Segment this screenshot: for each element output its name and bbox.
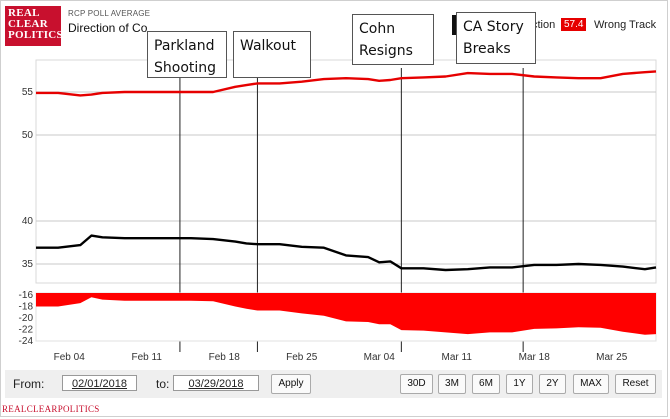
y-tick-label: 40: [22, 216, 34, 227]
annotation-line: Parkland: [154, 38, 215, 54]
legend-marker: [452, 15, 456, 35]
legend: ction 57.4 Wrong Track: [452, 15, 662, 36]
plot-area: [35, 59, 657, 284]
apply-button[interactable]: Apply: [271, 374, 311, 394]
rcp-logo[interactable]: REAL CLEAR POLITICS: [5, 6, 63, 46]
y-tick-label: 50: [22, 130, 34, 141]
annotation-parkland-shooting: Parkland Shooting: [147, 31, 227, 78]
wrong-track-value-badge: 57.4: [561, 18, 587, 31]
legend-right-direction-fragment: ction: [532, 19, 556, 31]
to-label: to:: [156, 377, 170, 391]
from-date-input[interactable]: 02/01/2018: [62, 375, 137, 391]
x-tick-label: Mar 11: [442, 352, 473, 363]
spread-area-fill: [36, 293, 656, 335]
annotation-line: Breaks: [463, 41, 511, 57]
annotation-cohn-resigns: Cohn Resigns: [352, 14, 434, 65]
logo-line: POLITICS: [8, 29, 63, 41]
range-6m-button[interactable]: 6M: [472, 374, 500, 394]
spread-tick-label: -16: [19, 290, 34, 301]
annotation-line: Shooting: [154, 60, 217, 76]
x-tick-label: Feb 11: [132, 352, 163, 363]
footer-brand: REALCLEARPOLITICS: [2, 404, 100, 414]
header-title: Direction of Co: [68, 21, 148, 35]
header-subtitle: RCP POLL AVERAGE: [68, 9, 151, 18]
annotation-walkout: Walkout: [233, 31, 311, 78]
date-range-controls: From: 02/01/2018 to: 03/29/2018 Apply 30…: [5, 370, 662, 398]
wrong-track-label: Wrong Track: [594, 19, 657, 31]
logo-line: REAL: [8, 7, 40, 19]
annotation-line: Resigns: [359, 43, 413, 59]
wrong-track-line: [36, 70, 657, 97]
range-3m-button[interactable]: 3M: [438, 374, 466, 394]
y-tick-label: 55: [22, 87, 34, 98]
x-tick-label: Feb 04: [54, 352, 86, 363]
spread-tick-label: -20: [19, 313, 34, 324]
x-tick-label: Feb 18: [209, 352, 241, 363]
to-date-input[interactable]: 03/29/2018: [173, 375, 259, 391]
annotation-line: CA Story: [463, 19, 524, 35]
spread-tick-label: -24: [19, 336, 34, 347]
x-tick-label: Mar 25: [596, 352, 628, 363]
x-tick-label: Mar 04: [364, 352, 396, 363]
spread-tick-label: -22: [19, 325, 34, 336]
x-tick-label: Feb 25: [286, 352, 318, 363]
range-2y-button[interactable]: 2Y: [539, 374, 566, 394]
annotation-ca-story-breaks: CA Story Breaks: [456, 12, 536, 64]
x-tick-label: Mar 18: [519, 352, 551, 363]
logo-line: CLEAR: [8, 18, 49, 30]
right-direction-line: [36, 234, 657, 272]
range-1y-button[interactable]: 1Y: [506, 374, 533, 394]
range-30d-button[interactable]: 30D: [400, 374, 433, 394]
y-tick-label: 35: [22, 259, 34, 270]
annotation-line: Cohn: [359, 21, 396, 37]
from-label: From:: [13, 377, 45, 391]
reset-button[interactable]: Reset: [615, 374, 656, 394]
range-max-button[interactable]: MAX: [573, 374, 609, 394]
spread-tick-label: -18: [19, 302, 34, 313]
annotation-line: Walkout: [240, 38, 296, 54]
